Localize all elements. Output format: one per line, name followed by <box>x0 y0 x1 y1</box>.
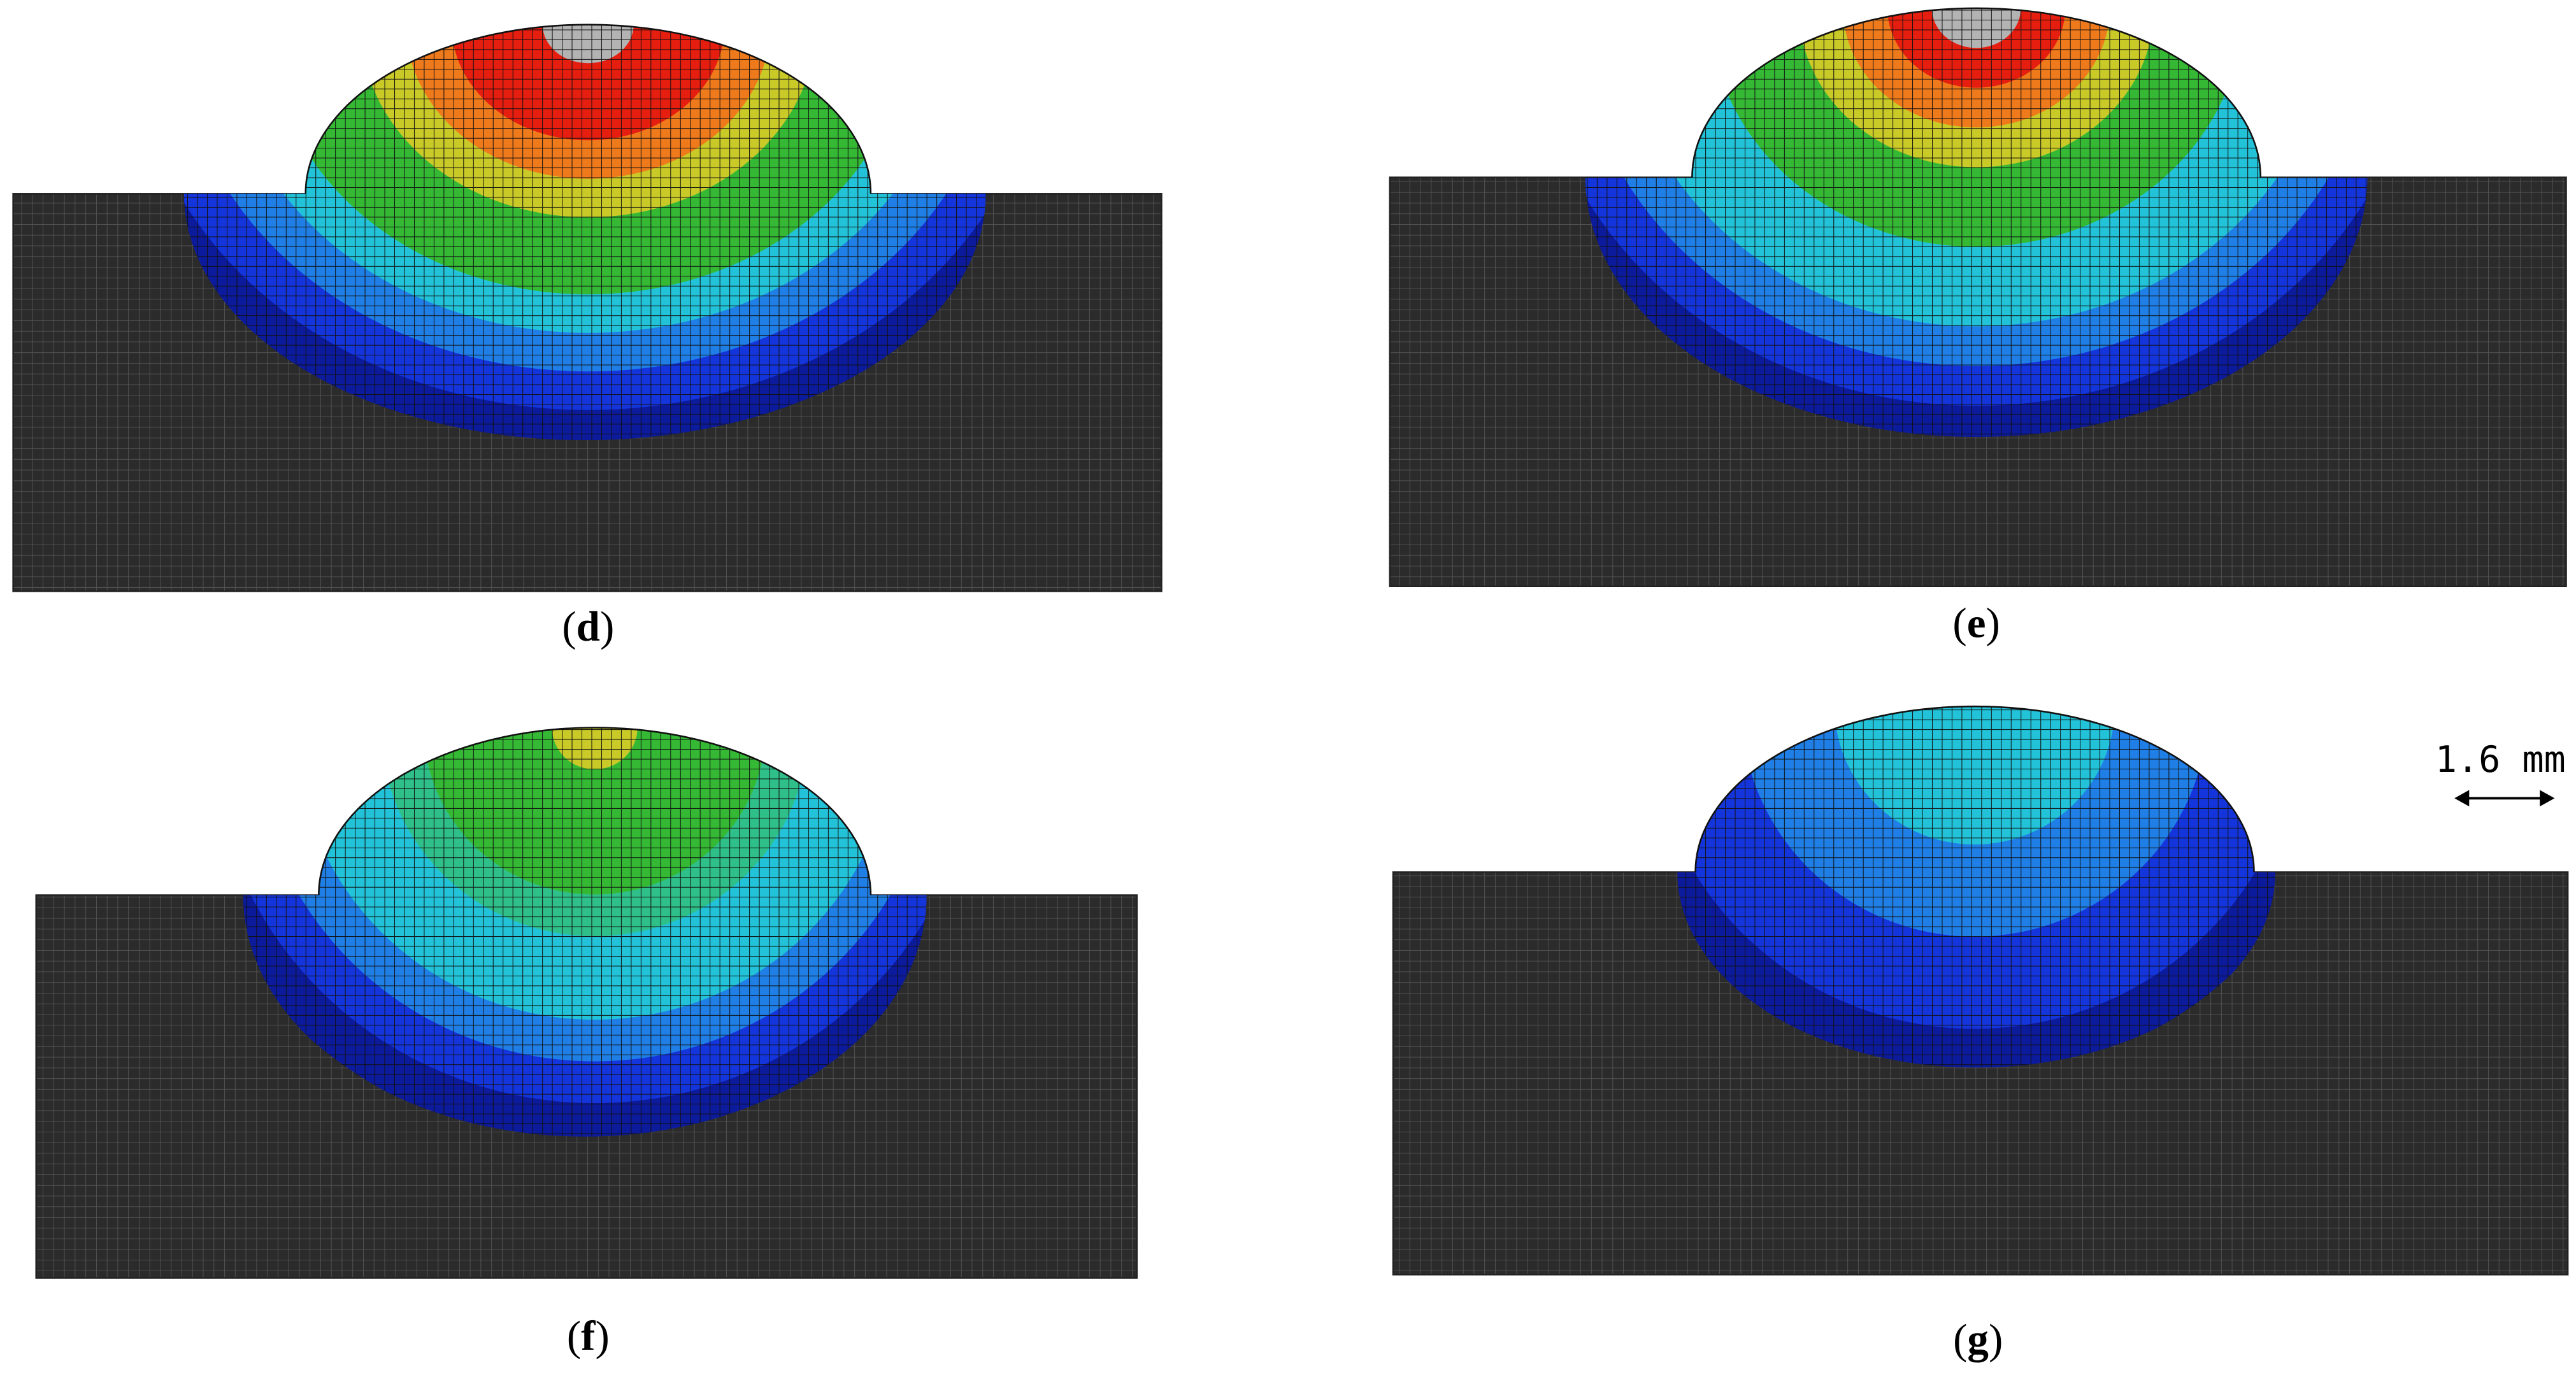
panel-label: (g) <box>1953 1315 2003 1363</box>
weld-outline <box>304 24 872 194</box>
weld-pool <box>183 24 986 441</box>
label-letter: g <box>1967 1315 1989 1363</box>
weld-outline <box>1694 705 2255 873</box>
weld-outline <box>318 727 872 895</box>
label-letter: d <box>576 602 600 650</box>
scale-bar-arrow <box>2454 790 2555 807</box>
panel: (d) <box>12 24 1163 650</box>
panel-label: (f) <box>567 1312 610 1360</box>
panel: (e) <box>1389 7 2567 647</box>
label-close: ) <box>595 1312 609 1360</box>
label-open: ( <box>567 1312 581 1360</box>
label-close: ) <box>1989 1315 2003 1363</box>
label-close: ) <box>1986 599 2000 647</box>
panel-label: (d) <box>562 602 614 650</box>
label-open: ( <box>562 602 576 650</box>
mesh-overlay <box>1677 706 2275 1068</box>
label-letter: f <box>581 1312 596 1360</box>
panel: (f) <box>35 727 1138 1360</box>
weld-pool <box>243 727 927 1137</box>
scale-bar-label: 1.6 mm <box>2435 739 2566 781</box>
panel: (g) <box>1392 705 2569 1363</box>
label-open: ( <box>1953 1315 1967 1363</box>
weld-outline <box>1691 7 2262 178</box>
label-letter: e <box>1967 599 1986 647</box>
panel-label: (e) <box>1952 599 2000 647</box>
panels: (d) (e)(f) (g) <box>12 7 2569 1363</box>
weld-pool <box>1677 706 2275 1068</box>
label-close: ) <box>600 602 614 650</box>
label-open: ( <box>1952 599 1966 647</box>
